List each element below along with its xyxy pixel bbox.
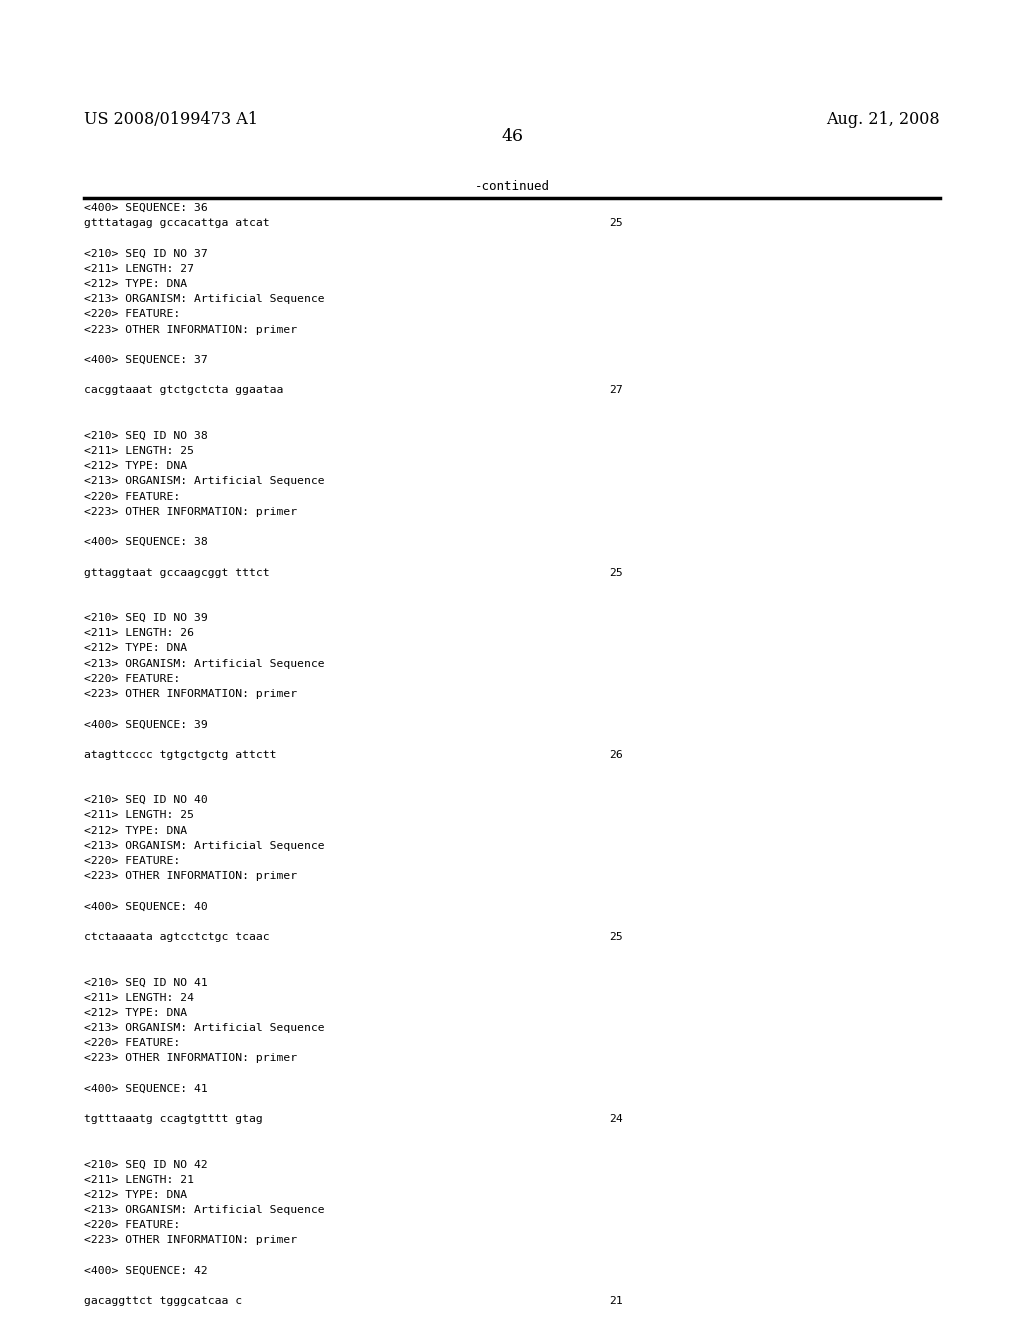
- Text: <211> LENGTH: 27: <211> LENGTH: 27: [84, 264, 194, 275]
- Text: <223> OTHER INFORMATION: primer: <223> OTHER INFORMATION: primer: [84, 689, 297, 700]
- Text: <212> TYPE: DNA: <212> TYPE: DNA: [84, 825, 187, 836]
- Text: <220> FEATURE:: <220> FEATURE:: [84, 309, 180, 319]
- Text: <220> FEATURE:: <220> FEATURE:: [84, 673, 180, 684]
- Text: gtttatagag gccacattga atcat: gtttatagag gccacattga atcat: [84, 218, 269, 228]
- Text: <212> TYPE: DNA: <212> TYPE: DNA: [84, 1189, 187, 1200]
- Text: <213> ORGANISM: Artificial Sequence: <213> ORGANISM: Artificial Sequence: [84, 1205, 325, 1216]
- Text: gacaggttct tgggcatcaa c: gacaggttct tgggcatcaa c: [84, 1296, 242, 1307]
- Text: 25: 25: [609, 218, 623, 228]
- Text: <211> LENGTH: 21: <211> LENGTH: 21: [84, 1175, 194, 1185]
- Text: <210> SEQ ID NO 40: <210> SEQ ID NO 40: [84, 795, 208, 805]
- Text: <400> SEQUENCE: 42: <400> SEQUENCE: 42: [84, 1266, 208, 1276]
- Text: <213> ORGANISM: Artificial Sequence: <213> ORGANISM: Artificial Sequence: [84, 477, 325, 487]
- Text: <223> OTHER INFORMATION: primer: <223> OTHER INFORMATION: primer: [84, 1236, 297, 1246]
- Text: ctctaaaata agtcctctgc tcaac: ctctaaaata agtcctctgc tcaac: [84, 932, 269, 942]
- Text: 21: 21: [609, 1296, 623, 1307]
- Text: <211> LENGTH: 25: <211> LENGTH: 25: [84, 446, 194, 457]
- Text: 46: 46: [501, 128, 523, 145]
- Text: <210> SEQ ID NO 42: <210> SEQ ID NO 42: [84, 1159, 208, 1170]
- Text: <213> ORGANISM: Artificial Sequence: <213> ORGANISM: Artificial Sequence: [84, 294, 325, 305]
- Text: <223> OTHER INFORMATION: primer: <223> OTHER INFORMATION: primer: [84, 507, 297, 517]
- Text: <220> FEATURE:: <220> FEATURE:: [84, 855, 180, 866]
- Text: 27: 27: [609, 385, 623, 396]
- Text: <223> OTHER INFORMATION: primer: <223> OTHER INFORMATION: primer: [84, 325, 297, 335]
- Text: 26: 26: [609, 750, 623, 760]
- Text: 25: 25: [609, 932, 623, 942]
- Text: <212> TYPE: DNA: <212> TYPE: DNA: [84, 461, 187, 471]
- Text: US 2008/0199473 A1: US 2008/0199473 A1: [84, 111, 258, 128]
- Text: -continued: -continued: [474, 180, 550, 193]
- Text: <212> TYPE: DNA: <212> TYPE: DNA: [84, 1007, 187, 1018]
- Text: <400> SEQUENCE: 39: <400> SEQUENCE: 39: [84, 719, 208, 730]
- Text: 25: 25: [609, 568, 623, 578]
- Text: <400> SEQUENCE: 40: <400> SEQUENCE: 40: [84, 902, 208, 912]
- Text: <220> FEATURE:: <220> FEATURE:: [84, 1220, 180, 1230]
- Text: <213> ORGANISM: Artificial Sequence: <213> ORGANISM: Artificial Sequence: [84, 841, 325, 851]
- Text: <213> ORGANISM: Artificial Sequence: <213> ORGANISM: Artificial Sequence: [84, 659, 325, 669]
- Text: <220> FEATURE:: <220> FEATURE:: [84, 491, 180, 502]
- Text: cacggtaaat gtctgctcta ggaataa: cacggtaaat gtctgctcta ggaataa: [84, 385, 284, 396]
- Text: <211> LENGTH: 25: <211> LENGTH: 25: [84, 810, 194, 821]
- Text: <223> OTHER INFORMATION: primer: <223> OTHER INFORMATION: primer: [84, 1053, 297, 1064]
- Text: <211> LENGTH: 26: <211> LENGTH: 26: [84, 628, 194, 639]
- Text: <223> OTHER INFORMATION: primer: <223> OTHER INFORMATION: primer: [84, 871, 297, 882]
- Text: atagttcccc tgtgctgctg attctt: atagttcccc tgtgctgctg attctt: [84, 750, 276, 760]
- Text: <213> ORGANISM: Artificial Sequence: <213> ORGANISM: Artificial Sequence: [84, 1023, 325, 1034]
- Text: <212> TYPE: DNA: <212> TYPE: DNA: [84, 279, 187, 289]
- Text: Aug. 21, 2008: Aug. 21, 2008: [826, 111, 940, 128]
- Text: <210> SEQ ID NO 37: <210> SEQ ID NO 37: [84, 248, 208, 259]
- Text: <210> SEQ ID NO 41: <210> SEQ ID NO 41: [84, 977, 208, 987]
- Text: <210> SEQ ID NO 39: <210> SEQ ID NO 39: [84, 612, 208, 623]
- Text: <400> SEQUENCE: 41: <400> SEQUENCE: 41: [84, 1084, 208, 1094]
- Text: <212> TYPE: DNA: <212> TYPE: DNA: [84, 643, 187, 653]
- Text: tgtttaaatg ccagtgtttt gtag: tgtttaaatg ccagtgtttt gtag: [84, 1114, 263, 1125]
- Text: <400> SEQUENCE: 36: <400> SEQUENCE: 36: [84, 203, 208, 214]
- Text: <400> SEQUENCE: 38: <400> SEQUENCE: 38: [84, 537, 208, 548]
- Text: <220> FEATURE:: <220> FEATURE:: [84, 1038, 180, 1048]
- Text: <210> SEQ ID NO 38: <210> SEQ ID NO 38: [84, 430, 208, 441]
- Text: <400> SEQUENCE: 37: <400> SEQUENCE: 37: [84, 355, 208, 366]
- Text: 24: 24: [609, 1114, 623, 1125]
- Text: <211> LENGTH: 24: <211> LENGTH: 24: [84, 993, 194, 1003]
- Text: gttaggtaat gccaagcggt tttct: gttaggtaat gccaagcggt tttct: [84, 568, 269, 578]
